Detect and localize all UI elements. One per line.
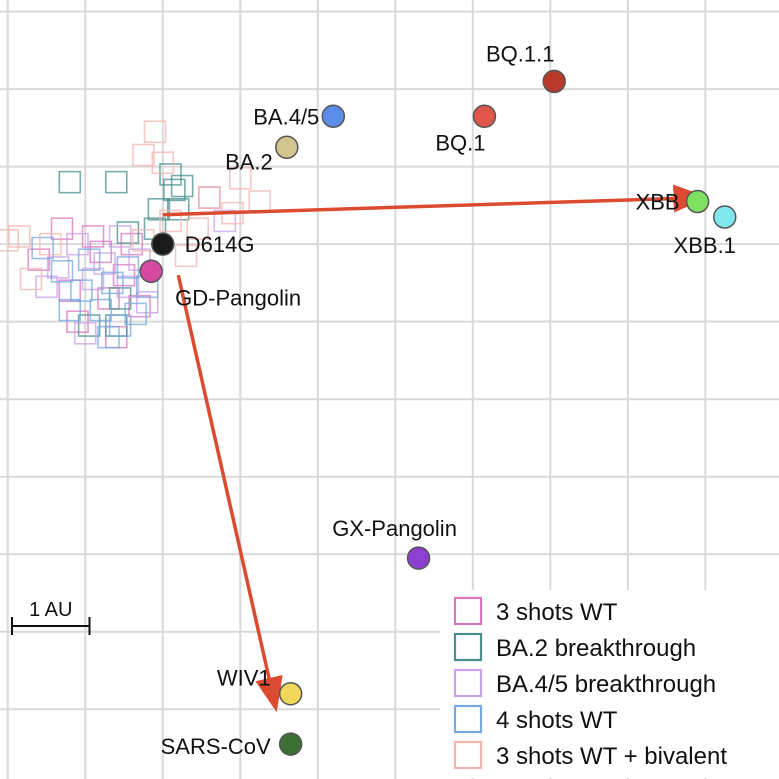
serum-3-shots-wt-bivalent-point [132, 143, 155, 167]
serum-3-shots-wt-bivalent-point [8, 225, 31, 248]
serum-ba-4-5-breakthrough-point [213, 209, 237, 233]
serum-4-shots-wt-point [89, 298, 113, 322]
antigen-wiv1-label: WIV1 [217, 666, 271, 691]
serum-4-shots-wt-point [50, 259, 74, 283]
serum-3-shots-wt-point [197, 186, 221, 209]
antigen-d614g-label: D614G [185, 232, 255, 257]
serum-3-shots-wt-bivalent-point [186, 217, 209, 240]
legend-swatch-3-shots-wt [453, 596, 483, 626]
antigen-gd-pangolin-point [139, 259, 163, 284]
legend-label-ba-2-breakthrough: BA.2 breakthrough [496, 635, 696, 662]
serum-3-shots-wt-bivalent-point [151, 151, 175, 175]
serum-3-shots-wt-point [89, 240, 113, 264]
serum-4-shots-wt-point [108, 314, 132, 337]
antigen-bq-1-1-label: BQ.1.1 [486, 41, 554, 66]
serum-3-shots-wt-point [58, 279, 82, 302]
antigen-bq-1-label: BQ.1 [435, 130, 485, 155]
serum-ba-2-breakthrough-point [77, 314, 101, 337]
legend-label-3-shots-wt: 3 shots WT [496, 599, 618, 626]
serum-3-shots-wt-bivalent-point [39, 232, 62, 256]
serum-ba-2-breakthrough-point [147, 197, 171, 221]
legend-label-ba-4-5-breakthrough: BA.4/5 breakthrough [496, 671, 716, 698]
serum-ba-4-5-breakthrough-point [108, 225, 132, 248]
serum-3-shots-wt-bivalent-point [19, 267, 43, 291]
serum-4-shots-wt-point [58, 298, 82, 322]
serum-3-shots-wt-bivalent-point [197, 186, 221, 209]
serum-4-shots-wt-point [101, 271, 124, 295]
antigen-ba-2-point [275, 135, 299, 160]
serum-ba-2-breakthrough-point [116, 221, 140, 244]
serum-ba-2-breakthrough-point [58, 170, 82, 194]
serum-ba-4-5-breakthrough-point [93, 252, 116, 275]
antigen-bq-1-point [472, 104, 497, 129]
serum-3-shots-wt-bivalent-point [143, 120, 167, 144]
antigen-points [139, 69, 737, 756]
legend-swatch-3-shots-wt-bivalent [453, 740, 483, 770]
serum-4-shots-wt-point [77, 248, 101, 271]
scale-bar-label: 1 AU [29, 599, 72, 621]
legend-swatch-ba-2-breakthrough [453, 632, 483, 662]
antigen-gd-pangolin-label: GD-Pangolin [175, 285, 301, 310]
serum-4-shots-wt-point [116, 256, 140, 279]
serum-4-shots-wt-point [70, 279, 93, 302]
antigen-xbb-1-label: XBB.1 [674, 233, 736, 258]
antigen-wiv1-point [278, 681, 303, 706]
legend: 3 shots WT BA.2 breakthrough BA.4/5 breakt… [440, 590, 779, 778]
scale-bar: 1 AU [11, 599, 91, 635]
serum-3-shots-wt-bivalent-point [248, 190, 271, 213]
serum-3-shots-wt-point [50, 217, 74, 240]
serum-3-shots-wt-point [128, 294, 151, 318]
legend-background [440, 590, 779, 778]
serum-ba-4-5-breakthrough-point [46, 256, 70, 279]
serum-3-shots-wt-point [81, 225, 105, 248]
serum-ba-2-breakthrough-point [166, 197, 190, 221]
antigen-labels: D614G GD-Pangolin BA.2 BA.4/5 BQ.1 BQ.1.1 XBB X… [161, 41, 736, 759]
legend-swatch-ba-4-5-breakthrough [453, 668, 483, 698]
serum-ba-4-5-breakthrough-point [66, 232, 89, 256]
serum-ba-2-breakthrough-point [159, 163, 182, 186]
serum-ba-4-5-breakthrough-point [135, 290, 159, 314]
serum-3-shots-wt-point [66, 310, 89, 333]
serum-4-shots-wt-point [97, 325, 120, 349]
arrow-1 [162, 184, 709, 217]
serum-4-shots-wt-point [124, 302, 147, 326]
antigen-ba-2-label: BA.2 [225, 149, 273, 174]
antigen-sars-cov-label: SARS-CoV [161, 734, 271, 759]
serum-3-shots-wt-point [97, 287, 120, 310]
serum-3-shots-wt-point [120, 232, 144, 256]
serum-3-shots-wt-bivalent-point [228, 166, 252, 190]
serum-ba-2-breakthrough-point [104, 170, 128, 194]
antigen-xbb-point [685, 189, 710, 214]
antigen-d614g-point [151, 232, 175, 256]
serum-4-shots-wt-point [31, 236, 54, 260]
serum-ba-4-5-breakthrough-point [35, 275, 58, 299]
serum-3-shots-wt-point [112, 263, 136, 287]
antigen-gx-pangolin-point [406, 546, 431, 570]
legend-label-3-shots-wt-bivalent: 3 shots WT + bivalent [496, 743, 727, 770]
antigen-ba-4-5-point [321, 104, 346, 129]
serum-ba-4-5-breakthrough-point [73, 322, 97, 345]
serum-ba-2-breakthrough-point [170, 174, 194, 198]
serum-ba-2-breakthrough-point [108, 287, 132, 310]
arrow-2 [176, 274, 283, 713]
antigen-xbb-1-point [712, 205, 737, 229]
antigen-bq-1-1-point [542, 69, 566, 94]
serum-ba-2-breakthrough-point [163, 178, 186, 202]
serum-ba-4-5-breakthrough-point [81, 267, 105, 291]
serum-ba-4-5-breakthrough-point [116, 275, 140, 299]
serum-3-shots-wt-bivalent-point [0, 228, 20, 252]
serum-3-shots-wt-bivalent-point [174, 244, 198, 268]
serum-3-shots-wt-point [27, 248, 51, 271]
antigen-gx-pangolin-label: GX-Pangolin [332, 516, 457, 541]
antigen-sars-cov-point [278, 732, 303, 756]
arrows [162, 184, 709, 713]
serum-3-shots-wt-bivalent-point [159, 209, 182, 233]
antigen-ba-4-5-label: BA.4/5 [253, 104, 319, 129]
antigen-xbb-label: XBB [636, 190, 680, 215]
sera-points [0, 120, 271, 349]
legend-swatch-4-shots-wt [453, 704, 483, 734]
legend-label-4-shots-wt: 4 shots WT [496, 707, 618, 734]
